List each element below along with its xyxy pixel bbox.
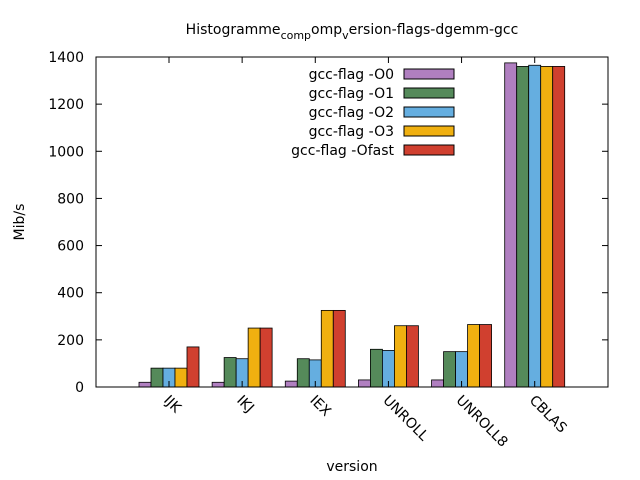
- chart-title-sub1: comp: [281, 29, 311, 42]
- legend-swatch: [403, 87, 455, 99]
- legend-label: gcc-flag -Ofast: [291, 143, 394, 159]
- bar: [540, 66, 554, 388]
- x-tick-label: IEX: [306, 393, 334, 421]
- x-tick-label: UNROLL8: [453, 393, 511, 451]
- bar: [504, 62, 518, 388]
- chart-title-rest: ersion-flags-dgemm-gcc: [349, 22, 519, 38]
- y-tick-label: 0: [75, 380, 84, 396]
- bar: [358, 379, 371, 388]
- legend-label: gcc-flag -O3: [309, 124, 394, 140]
- bar: [259, 327, 273, 388]
- y-tick-label: 400: [57, 286, 84, 302]
- bar: [332, 309, 346, 388]
- bar: [479, 324, 492, 388]
- x-axis-label: version: [326, 459, 377, 475]
- x-tick-label: CBLAS: [526, 393, 570, 437]
- legend-label: gcc-flag -O2: [309, 105, 394, 121]
- bar: [284, 380, 298, 388]
- y-tick-label: 1200: [48, 97, 84, 113]
- bar: [431, 379, 444, 388]
- legend-label: gcc-flag -O1: [309, 86, 394, 102]
- bar: [528, 64, 542, 388]
- bar: [516, 66, 530, 388]
- plot-frame: [95, 56, 609, 388]
- chart-title: Histogrammecompompversion-flags-dgemm-gc…: [186, 22, 519, 42]
- y-tick-label: 600: [57, 239, 84, 255]
- legend: gcc-flag -O0 gcc-flag -O1 gcc-flag -O2 gcc-…: [291, 67, 455, 159]
- bar: [150, 367, 164, 388]
- y-axis-label: Mib/s: [12, 204, 28, 241]
- bar: [211, 381, 225, 388]
- bar: [467, 324, 480, 388]
- bar: [138, 381, 152, 388]
- bar: [406, 325, 419, 388]
- y-tick-label: 1400: [48, 50, 84, 66]
- bar: [186, 346, 200, 388]
- bar: [370, 348, 383, 388]
- bar: [443, 351, 456, 388]
- chart-title-mid: omp: [311, 22, 342, 38]
- legend-swatch: [403, 106, 455, 118]
- bar: [174, 367, 188, 388]
- bar: [296, 358, 310, 388]
- y-tick-label: 800: [57, 191, 84, 207]
- x-tick-label: IJK: [160, 393, 184, 417]
- legend-swatch: [403, 144, 455, 156]
- legend-swatch: [403, 125, 455, 137]
- bar: [552, 66, 566, 388]
- bar: [394, 325, 407, 388]
- y-tick-label: 200: [57, 333, 84, 349]
- chart-title-sub2: v: [342, 29, 349, 42]
- legend-label: gcc-flag -O0: [309, 67, 394, 83]
- bar: [247, 327, 261, 388]
- y-tick-label: 1000: [48, 144, 84, 160]
- bar: [320, 309, 334, 388]
- legend-swatch: [403, 68, 455, 80]
- x-tick-label: UNROLL: [380, 393, 432, 445]
- y-axis: 0 200 400 600 800 1000 1200 1400: [48, 50, 608, 396]
- bar: [223, 357, 237, 388]
- chart-title-base: Histogramme: [186, 22, 281, 38]
- x-tick-label: IKJ: [233, 393, 257, 417]
